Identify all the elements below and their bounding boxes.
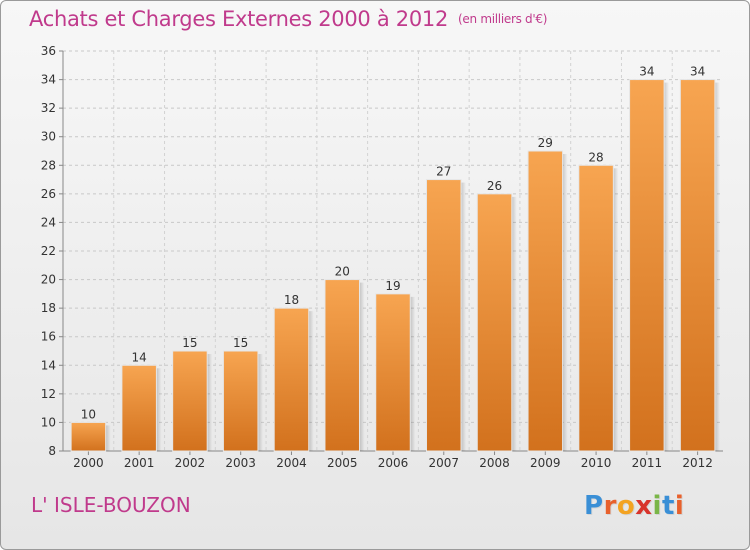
bar (273, 307, 310, 452)
bar-shadow (511, 196, 517, 451)
y-tick-label: 32 (41, 101, 56, 115)
bar (172, 350, 208, 452)
bar-shadow (562, 154, 568, 451)
y-tick-label: 24 (41, 215, 56, 229)
logo-letter: o (616, 491, 636, 521)
bar-value-label: 28 (588, 150, 603, 164)
commune-name: L' ISLE-BOUZON (31, 493, 191, 517)
logo-letter: i (674, 491, 685, 521)
bar (121, 364, 157, 452)
bar-shadow (156, 368, 162, 451)
bar (426, 179, 462, 452)
bar-shadow (257, 354, 263, 451)
bar-shadow (664, 82, 670, 452)
y-tick-label: 36 (41, 44, 56, 58)
bar (629, 79, 665, 452)
y-tick-label: 20 (41, 273, 56, 287)
y-tick-label: 10 (41, 415, 56, 429)
bar-value-label: 10 (81, 407, 96, 421)
bar (578, 164, 614, 452)
bar-shadow (359, 282, 365, 451)
chart-title-text: Achats et Charges Externes 2000 à 2012 (29, 7, 449, 31)
chart-subtitle: (en milliers d'€) (458, 12, 548, 26)
bar-shadow (207, 354, 213, 451)
x-tick-label: 2010 (581, 456, 612, 470)
bar-shadow (105, 425, 111, 451)
bar-value-label: 26 (487, 179, 502, 193)
logo-letter: r (603, 491, 617, 521)
bar-shadow (410, 296, 416, 451)
axes: 8 10 12 14 16 18 20 22 24 26 28 30 32 34 36 2000 2001 200… (41, 44, 723, 470)
bars (70, 79, 720, 452)
logo-letter: i (652, 491, 662, 521)
x-tick-label: 2006 (378, 456, 409, 470)
y-tick-label: 34 (41, 73, 56, 87)
x-tick-label: 2007 (428, 456, 459, 470)
bar-value-label: 34 (639, 65, 654, 79)
y-tick-label: 14 (41, 358, 56, 372)
x-tick-label: 2011 (632, 456, 663, 470)
bar-value-label: 18 (284, 293, 299, 307)
x-tick-label: 2012 (682, 456, 713, 470)
y-tick-label: 30 (41, 130, 56, 144)
chart-title: Achats et Charges Externes 2000 à 2012 (e… (29, 7, 547, 31)
bar (70, 421, 107, 452)
bar-shadow (714, 82, 720, 452)
y-tick-label: 26 (41, 187, 56, 201)
x-tick-label: 2003 (225, 456, 256, 470)
y-tick-label: 16 (41, 330, 56, 344)
x-tick-label: 2001 (124, 456, 155, 470)
bar-value-label: 14 (132, 350, 147, 364)
bar-value-label: 15 (233, 336, 248, 350)
x-tick-label: 2009 (530, 456, 561, 470)
proxiti-logo[interactable]: Proxiti (584, 491, 684, 521)
bar (375, 293, 411, 452)
y-tick-label: 28 (41, 158, 56, 172)
x-tick-label: 2000 (73, 456, 104, 470)
bar (222, 350, 259, 452)
y-tick-label: 18 (41, 301, 56, 315)
y-tick-label: 22 (41, 244, 56, 258)
y-tick-label: 12 (41, 387, 56, 401)
bar (324, 279, 360, 452)
bar (679, 79, 716, 452)
logo-letter: x (635, 491, 653, 521)
bar (527, 150, 564, 452)
bar-value-label: 27 (436, 165, 451, 179)
bar (476, 193, 513, 452)
x-tick-label: 2002 (175, 456, 206, 470)
bar-shadow (613, 168, 619, 452)
bar-shadow (308, 311, 314, 451)
logo-letter: P (584, 491, 604, 521)
bar-value-label: 15 (182, 336, 197, 350)
bar-value-label: 29 (538, 136, 553, 150)
data-labels: 10 14 15 15 18 20 19 27 26 29 28 34 34 (81, 65, 706, 422)
x-tick-label: 2005 (327, 456, 358, 470)
bar-value-label: 34 (690, 65, 705, 79)
y-tick-label: 8 (48, 444, 56, 458)
bar-shadow (461, 182, 467, 452)
bar-value-label: 19 (385, 279, 400, 293)
x-tick-label: 2008 (479, 456, 510, 470)
logo-letter: t (661, 491, 675, 521)
bar-value-label: 20 (335, 265, 350, 279)
x-tick-label: 2004 (276, 456, 307, 470)
